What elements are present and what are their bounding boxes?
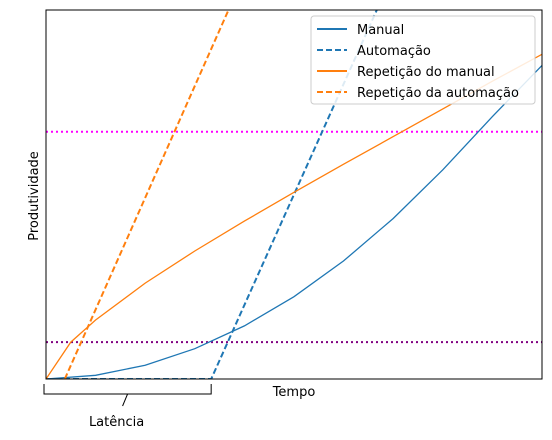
plot-frame bbox=[45, 9, 543, 380]
series-line-automacao bbox=[46, 10, 378, 379]
series-line-manual bbox=[46, 64, 542, 379]
latency-pointer bbox=[122, 393, 129, 407]
legend-items: Manual Automação Repetição do manual Repeti… bbox=[317, 23, 519, 101]
latency-bracket bbox=[43, 384, 212, 395]
legend: Manual Automação Repetição do manual Repeti… bbox=[310, 15, 536, 105]
series-line-repeticao-da-automacao bbox=[63, 10, 230, 379]
legend-label-repeticao-do-manual: Repetição do manual bbox=[357, 65, 495, 80]
x-axis-label: Tempo bbox=[272, 385, 316, 400]
legend-label-automacao: Automação bbox=[357, 44, 431, 59]
legend-label-manual: Manual bbox=[357, 23, 404, 38]
y-axis-label: Produtividade bbox=[27, 151, 42, 241]
latency-annotation: Latência bbox=[43, 384, 212, 430]
latency-label: Latência bbox=[89, 415, 144, 430]
legend-label-repeticao-da-automacao: Repetição da automação bbox=[357, 86, 519, 101]
legend-frame bbox=[310, 15, 536, 105]
